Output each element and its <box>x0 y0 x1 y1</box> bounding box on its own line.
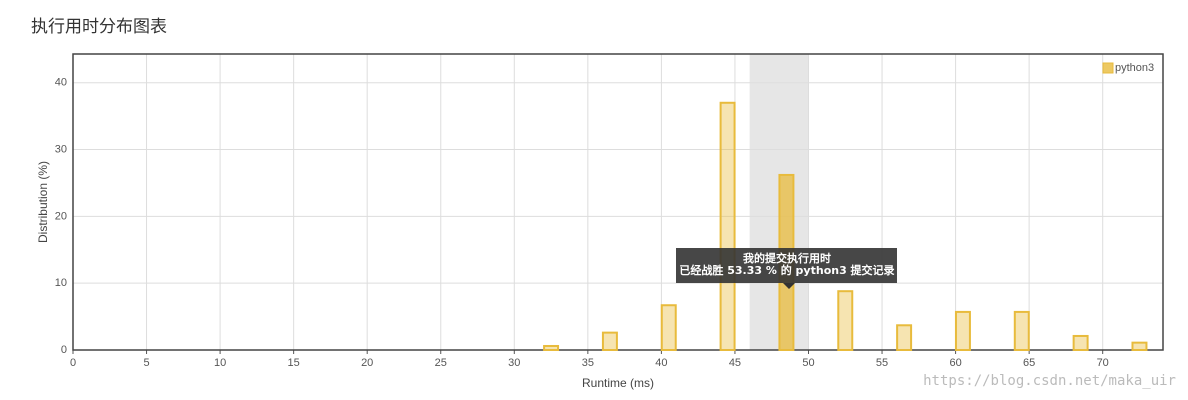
x-tick-label: 65 <box>1023 357 1035 369</box>
tooltip-box <box>676 248 897 283</box>
bar <box>1131 341 1148 352</box>
x-tick-label: 15 <box>288 357 300 369</box>
tooltip-text: 我的提交执行用时 <box>743 251 831 265</box>
x-tick-label: 40 <box>655 357 667 369</box>
legend-label: python3 <box>1115 62 1154 74</box>
x-tick-label: 35 <box>582 357 594 369</box>
x-tick-label: 50 <box>802 357 814 369</box>
x-tick-label: 20 <box>361 357 373 369</box>
x-tick-label: 60 <box>949 357 961 369</box>
bar <box>719 101 736 352</box>
x-tick-label: 10 <box>214 357 226 369</box>
bar <box>896 324 913 351</box>
bar <box>954 310 971 351</box>
bar <box>1072 334 1089 351</box>
y-axis-label: Distribution (%) <box>36 161 50 243</box>
x-tick-label: 45 <box>729 357 741 369</box>
bar <box>543 344 560 351</box>
y-tick-label: 40 <box>55 77 67 89</box>
plot-frame <box>72 53 1164 351</box>
chart-title: 执行用时分布图表 <box>31 17 167 37</box>
tooltip-pointer <box>783 283 795 289</box>
bar <box>660 304 677 352</box>
x-tick-label: 70 <box>1097 357 1109 369</box>
watermark: https://blog.csdn.net/maka_uir <box>923 373 1176 389</box>
y-tick-label: 20 <box>55 210 67 222</box>
x-tick-label: 5 <box>143 357 149 369</box>
x-tick-label: 25 <box>435 357 447 369</box>
bar <box>837 290 854 351</box>
grid <box>72 54 1163 351</box>
y-tick-label: 10 <box>55 277 67 289</box>
y-tick-label: 30 <box>55 143 67 155</box>
bar <box>601 331 618 351</box>
bar <box>1013 310 1030 351</box>
legend-swatch <box>1102 62 1114 74</box>
x-tick-label: 55 <box>876 357 888 369</box>
x-tick-label: 0 <box>70 357 76 369</box>
y-tick-label: 0 <box>61 344 67 356</box>
tooltip-text: 已经战胜 53.33 % 的 python3 提交记录 <box>679 263 894 277</box>
x-axis-label: Runtime (ms) <box>582 376 654 390</box>
x-tick-label: 30 <box>508 357 520 369</box>
